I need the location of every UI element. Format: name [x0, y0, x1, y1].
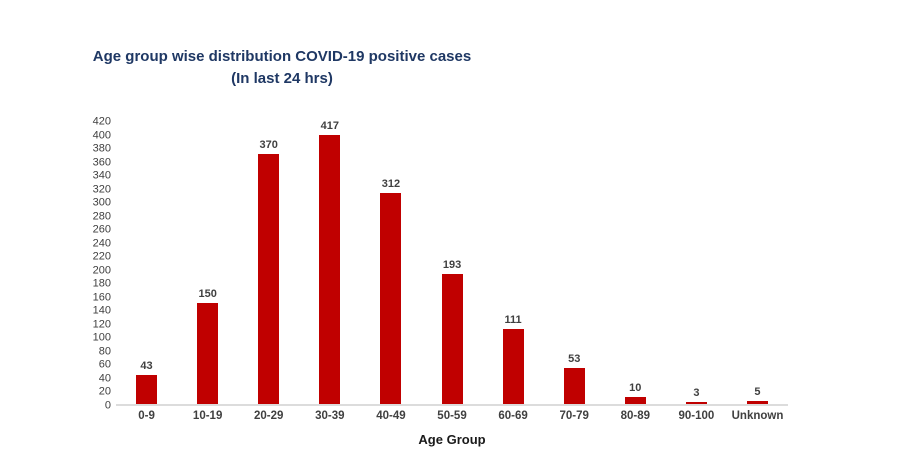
bar [746, 400, 768, 404]
bar-column-20-29: 370 [238, 120, 299, 404]
x-category-label: 90-100 [678, 410, 715, 422]
y-tick-label: 60 [98, 358, 111, 371]
x-category-label: 40-49 [376, 410, 406, 422]
bar-value-label: 150 [198, 287, 217, 300]
bar-column-0-9: 43 [116, 120, 177, 404]
bar-value-label: 5 [754, 385, 761, 398]
y-tick-label: 140 [92, 304, 111, 317]
bar-column-Unknown: 5 [727, 120, 788, 404]
bar [380, 193, 402, 404]
x-category-label: 80-89 [620, 410, 650, 422]
y-tick-label: 0 [104, 399, 111, 412]
y-tick-label: 300 [92, 196, 111, 209]
bar-value-label: 3 [693, 386, 700, 399]
bar [685, 401, 707, 404]
y-tick-label: 220 [92, 250, 111, 263]
bar [624, 397, 646, 404]
chart-title: Age group wise distribution COVID-19 pos… [92, 48, 472, 65]
bar-value-label: 10 [629, 382, 642, 395]
y-tick-label: 400 [92, 129, 111, 142]
bar [258, 153, 280, 404]
y-tick-label: 160 [92, 291, 111, 304]
y-tick-label: 200 [92, 264, 111, 277]
y-tick-label: 380 [92, 142, 111, 155]
x-axis-category-labels: 0-9 10-19 20-29 30-39 40-49 50-59 60-69 70-79 80… [116, 410, 788, 422]
bar-value-label: 53 [568, 353, 581, 366]
bar [441, 273, 463, 404]
bar-column-70-79: 53 [544, 120, 605, 404]
bar-value-label: 111 [504, 313, 522, 326]
bar-value-label: 193 [442, 258, 462, 271]
y-tick-label: 320 [92, 183, 111, 196]
bar-column-30-39: 417 [299, 120, 360, 404]
y-tick-label: 280 [92, 210, 111, 223]
x-category-label: Unknown [731, 410, 784, 422]
y-tick-label: 360 [92, 156, 111, 169]
y-tick-label: 260 [92, 223, 111, 236]
chart-title-block: Age group wise distribution COVID-19 pos… [62, 46, 502, 90]
bar [197, 302, 219, 404]
y-tick-label: 240 [92, 237, 111, 250]
x-category-label: 60-69 [498, 410, 528, 422]
bar-column-80-89: 10 [605, 120, 666, 404]
bar-column-60-69: 111 [483, 120, 544, 404]
chart-subtitle: (In last 24 hrs) [231, 70, 333, 87]
y-tick-label: 100 [92, 331, 111, 344]
bar [319, 135, 341, 404]
x-category-label: 70-79 [559, 410, 589, 422]
y-tick-label: 80 [98, 345, 111, 358]
x-axis-title: Age Group [418, 432, 486, 447]
x-category-label: 10-19 [192, 410, 223, 422]
bar-value-label: 312 [381, 178, 401, 191]
x-category-label: 0-9 [138, 410, 155, 422]
bar-column-10-19: 150 [177, 120, 238, 404]
bar-column-50-59: 193 [421, 120, 482, 404]
bar [136, 374, 158, 404]
y-tick-label: 120 [92, 318, 111, 331]
y-tick-label: 20 [98, 385, 111, 398]
x-category-label: 30-39 [315, 410, 345, 422]
bar-chart: 0 20 40 60 80 100 120 140 160 180 200 220 240 260 280 3… [82, 116, 788, 411]
bar-value-label: 43 [140, 359, 153, 372]
y-tick-label: 40 [98, 372, 111, 385]
y-tick-label: 180 [92, 277, 111, 290]
y-tick-label: 340 [92, 169, 111, 182]
plot-area: 43 150 370 417 312 193 111 53 10 3 5 [116, 120, 788, 406]
bar-value-label: 370 [259, 138, 278, 151]
bar-column-90-100: 3 [666, 120, 727, 404]
bar-value-label: 417 [320, 120, 339, 132]
bar [502, 328, 524, 404]
bar [563, 368, 585, 404]
x-category-label: 20-29 [254, 410, 284, 422]
bar-column-40-49: 312 [360, 120, 421, 404]
y-axis: 0 20 40 60 80 100 120 140 160 180 200 220 240 260 280 3… [82, 116, 116, 411]
x-category-label: 50-59 [437, 410, 467, 422]
y-tick-label: 420 [92, 115, 111, 128]
